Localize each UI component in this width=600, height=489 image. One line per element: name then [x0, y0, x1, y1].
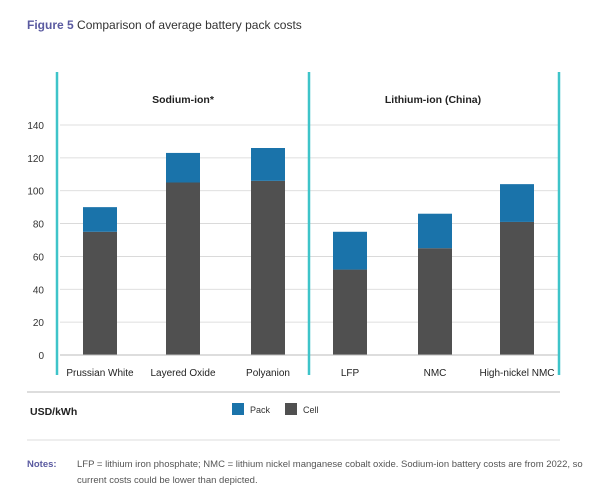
- bar-cell-polyanion: [251, 180, 285, 355]
- bar-cell-nmc: [418, 248, 452, 355]
- figure-title: Figure 5 Comparison of average battery p…: [27, 18, 302, 32]
- notes: Notes: LFP = lithium iron phosphate; NMC…: [27, 457, 587, 489]
- notes-label: Notes:: [27, 459, 57, 470]
- legend-label-cell: Cell: [303, 405, 319, 415]
- bar-cell-high-nickel-nmc: [500, 221, 534, 355]
- y-tick-label: 80: [33, 220, 45, 231]
- figure-label: Figure 5: [27, 18, 74, 32]
- x-tick-label: Polyanion: [246, 368, 290, 379]
- bar-pack-lfp: [333, 231, 367, 270]
- y-tick-label: 120: [27, 154, 44, 165]
- x-tick-label: High-nickel NMC: [479, 368, 554, 379]
- panel-title: Sodium-ion*: [152, 94, 215, 106]
- y-tick-label: 40: [33, 285, 45, 296]
- legend-swatch-cell: [285, 403, 297, 415]
- x-tick-label: NMC: [424, 368, 447, 379]
- legend-swatch-pack: [232, 403, 244, 415]
- x-tick-label: LFP: [341, 368, 360, 379]
- bar-pack-layered-oxide: [166, 152, 200, 183]
- y-tick-label: 100: [27, 187, 44, 198]
- stacked-bar-chart: 0 20 40 60 80 100 120 140 Prussian White Layered …: [27, 72, 561, 441]
- panel-title: Lithium-ion (China): [385, 94, 481, 106]
- bar-pack-prussian-white: [83, 207, 117, 232]
- figure-title-text: Comparison of average battery pack costs: [77, 18, 302, 32]
- y-tick-label: 0: [38, 351, 44, 362]
- x-tick-label: Layered Oxide: [150, 368, 215, 379]
- x-tick-label: Prussian White: [66, 368, 134, 379]
- notes-text: LFP = lithium iron phosphate; NMC = lith…: [77, 459, 583, 486]
- legend-label-pack: Pack: [250, 405, 271, 415]
- bar-pack-high-nickel-nmc: [500, 184, 534, 222]
- y-tick-label: 20: [33, 318, 45, 329]
- bar-cell-lfp: [333, 269, 367, 355]
- bar-cell-layered-oxide: [166, 182, 200, 355]
- y-axis-unit-label: USD/kWh: [30, 406, 77, 418]
- y-tick-label: 60: [33, 252, 45, 263]
- bar-pack-nmc: [418, 213, 452, 249]
- y-tick-label: 140: [27, 121, 44, 132]
- bar-cell-prussian-white: [83, 231, 117, 355]
- bar-pack-polyanion: [251, 148, 285, 181]
